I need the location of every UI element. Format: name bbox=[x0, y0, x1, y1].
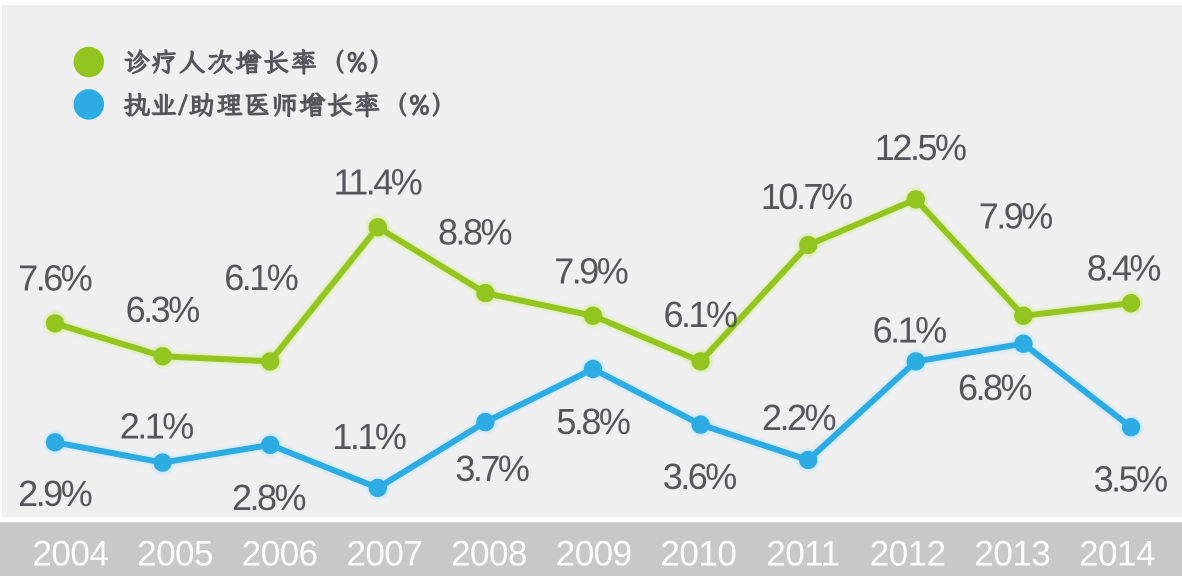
svg-text:2.2%: 2.2% bbox=[762, 397, 836, 438]
svg-text:2011: 2011 bbox=[766, 535, 839, 574]
svg-text:6.1%: 6.1% bbox=[663, 294, 737, 335]
svg-text:2.8%: 2.8% bbox=[232, 477, 306, 518]
svg-text:7.9%: 7.9% bbox=[554, 251, 628, 292]
svg-text:11.4%: 11.4% bbox=[333, 162, 421, 203]
svg-text:7.6%: 7.6% bbox=[18, 258, 92, 299]
svg-text:3.6%: 3.6% bbox=[663, 456, 737, 497]
svg-text:5.8%: 5.8% bbox=[556, 401, 630, 442]
svg-text:2006: 2006 bbox=[242, 535, 318, 574]
svg-text:2012: 2012 bbox=[870, 535, 946, 574]
svg-text:2013: 2013 bbox=[974, 535, 1050, 574]
svg-text:2004: 2004 bbox=[32, 535, 108, 574]
svg-text:6.8%: 6.8% bbox=[958, 367, 1032, 408]
svg-text:3.7%: 3.7% bbox=[455, 448, 529, 489]
svg-text:8.4%: 8.4% bbox=[1087, 248, 1161, 289]
svg-text:2008: 2008 bbox=[451, 535, 527, 574]
svg-text:2014: 2014 bbox=[1079, 535, 1155, 574]
svg-text:6.1%: 6.1% bbox=[224, 257, 298, 298]
svg-text:10.7%: 10.7% bbox=[761, 176, 852, 217]
svg-text:2.1%: 2.1% bbox=[120, 405, 194, 446]
svg-text:3.5%: 3.5% bbox=[1094, 458, 1168, 499]
svg-text:6.3%: 6.3% bbox=[126, 289, 200, 330]
svg-text:2009: 2009 bbox=[556, 535, 632, 574]
svg-text:2.9%: 2.9% bbox=[18, 473, 92, 514]
svg-text:2005: 2005 bbox=[137, 535, 213, 574]
svg-text:6.1%: 6.1% bbox=[873, 309, 947, 350]
svg-text:12.5%: 12.5% bbox=[875, 127, 966, 168]
svg-text:2010: 2010 bbox=[660, 535, 736, 574]
svg-text:1.1%: 1.1% bbox=[332, 416, 406, 457]
svg-text:7.9%: 7.9% bbox=[979, 196, 1053, 237]
svg-text:2007: 2007 bbox=[346, 535, 422, 574]
svg-text:8.8%: 8.8% bbox=[438, 211, 512, 252]
